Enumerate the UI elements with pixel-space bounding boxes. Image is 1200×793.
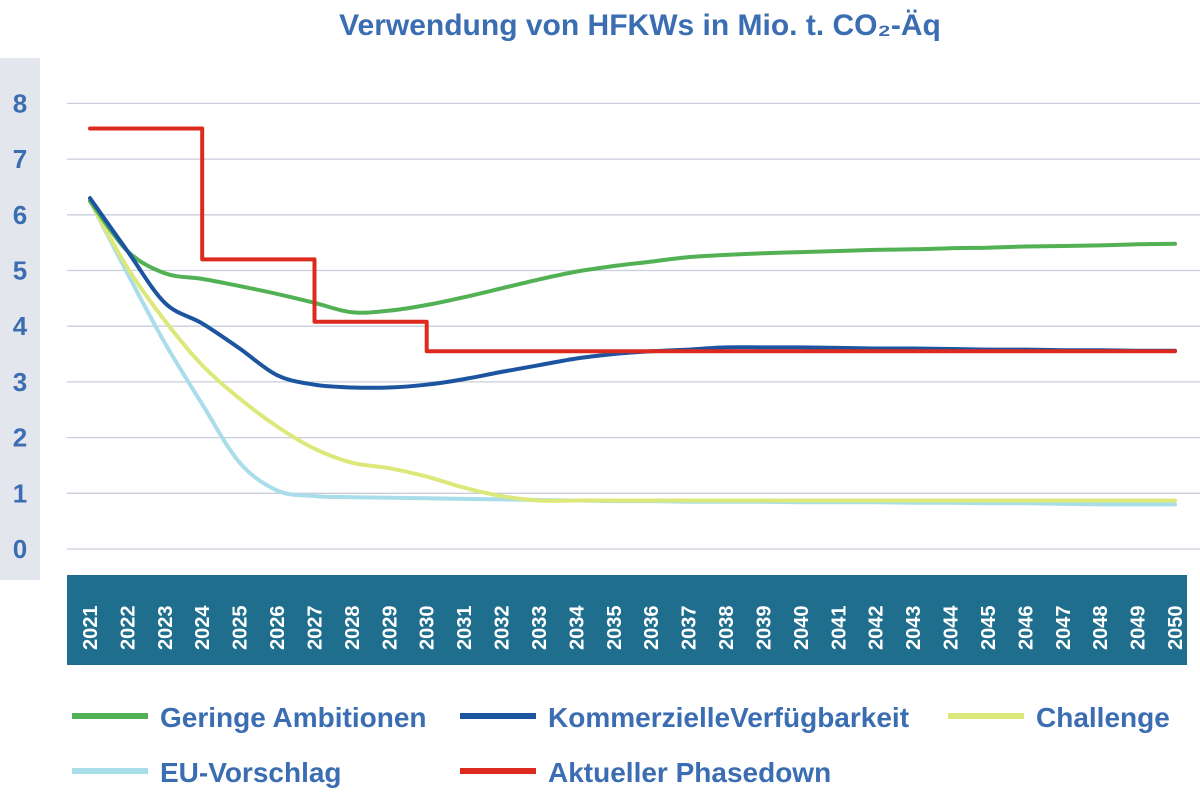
x-tick-label: 2031 xyxy=(454,606,476,651)
legend: Geringe Ambitionen KommerzielleVerfügbar… xyxy=(72,702,1170,788)
y-tick-label: 8 xyxy=(13,88,27,118)
y-tick-label: 1 xyxy=(13,478,27,508)
chart-title: Verwendung von HFKWs in Mio. t. CO₂-Äq xyxy=(339,9,941,42)
x-tick-label: 2028 xyxy=(342,606,364,651)
x-tick-label: 2040 xyxy=(791,606,813,651)
x-tick-label: 2050 xyxy=(1165,606,1187,651)
x-tick-label: 2029 xyxy=(379,606,401,651)
y-axis-ticks: 0 1 2 3 4 5 6 7 8 xyxy=(13,88,28,564)
legend-item-challenge: Challenge xyxy=(948,702,1170,733)
legend-label: KommerzielleVerfügbarkeit xyxy=(548,702,909,733)
x-tick-label: 2026 xyxy=(267,606,289,651)
y-tick-label: 5 xyxy=(13,256,27,286)
x-tick-label: 2032 xyxy=(492,606,514,651)
y-axis-band xyxy=(0,58,40,580)
legend-item-aktueller-phasedown: Aktueller Phasedown xyxy=(460,757,831,788)
y-tick-label: 6 xyxy=(13,200,27,230)
x-tick-label: 2039 xyxy=(753,606,775,651)
legend-item-geringe-ambitionen: Geringe Ambitionen xyxy=(72,702,427,733)
x-tick-label: 2046 xyxy=(1015,606,1037,651)
x-tick-label: 2045 xyxy=(978,606,1000,651)
legend-label: EU-Vorschlag xyxy=(160,757,342,788)
legend-item-eu-vorschlag: EU-Vorschlag xyxy=(72,757,342,788)
series-lines xyxy=(88,126,1177,507)
y-tick-label: 0 xyxy=(13,534,27,564)
x-axis-ticks: 2021 2022 2023 2024 2025 2026 2027 2028 2029 2030… xyxy=(80,605,1187,650)
x-axis-band xyxy=(67,575,1187,665)
x-tick-label: 2043 xyxy=(903,606,925,651)
grid xyxy=(67,102,1200,550)
series-line-aktueller-phasedown xyxy=(88,126,1177,354)
y-tick-label: 3 xyxy=(13,367,27,397)
x-tick-label: 2027 xyxy=(304,606,326,651)
legend-label: Challenge xyxy=(1036,702,1170,733)
x-tick-label: 2022 xyxy=(117,606,139,651)
legend-label: Aktueller Phasedown xyxy=(548,757,831,788)
x-tick-label: 2025 xyxy=(230,606,252,651)
x-tick-label: 2042 xyxy=(866,606,888,651)
x-tick-label: 2035 xyxy=(604,606,626,651)
y-tick-label: 4 xyxy=(13,311,28,341)
x-tick-label: 2048 xyxy=(1090,606,1112,651)
x-tick-label: 2021 xyxy=(80,606,102,651)
legend-item-kommerzielle-verfuegbarkeit: KommerzielleVerfügbarkeit xyxy=(460,702,909,733)
x-tick-label: 2041 xyxy=(828,606,850,651)
x-tick-label: 2036 xyxy=(641,606,663,651)
x-tick-label: 2030 xyxy=(417,606,439,651)
y-tick-label: 2 xyxy=(13,423,27,453)
x-tick-label: 2037 xyxy=(679,606,701,651)
x-tick-label: 2044 xyxy=(941,605,963,650)
x-tick-label: 2049 xyxy=(1128,606,1150,651)
x-tick-label: 2034 xyxy=(566,605,588,650)
y-tick-label: 7 xyxy=(13,144,27,174)
series-line-challenge xyxy=(88,198,1177,503)
x-tick-label: 2033 xyxy=(529,606,551,651)
x-tick-label: 2024 xyxy=(192,605,214,650)
x-tick-label: 2023 xyxy=(155,606,177,651)
x-tick-label: 2038 xyxy=(716,606,738,651)
series-line-kommerzielleverf-gbarkeit xyxy=(88,196,1177,390)
legend-label: Geringe Ambitionen xyxy=(160,702,427,733)
x-tick-label: 2047 xyxy=(1053,606,1075,651)
series-line-geringe-ambitionen xyxy=(88,198,1177,315)
